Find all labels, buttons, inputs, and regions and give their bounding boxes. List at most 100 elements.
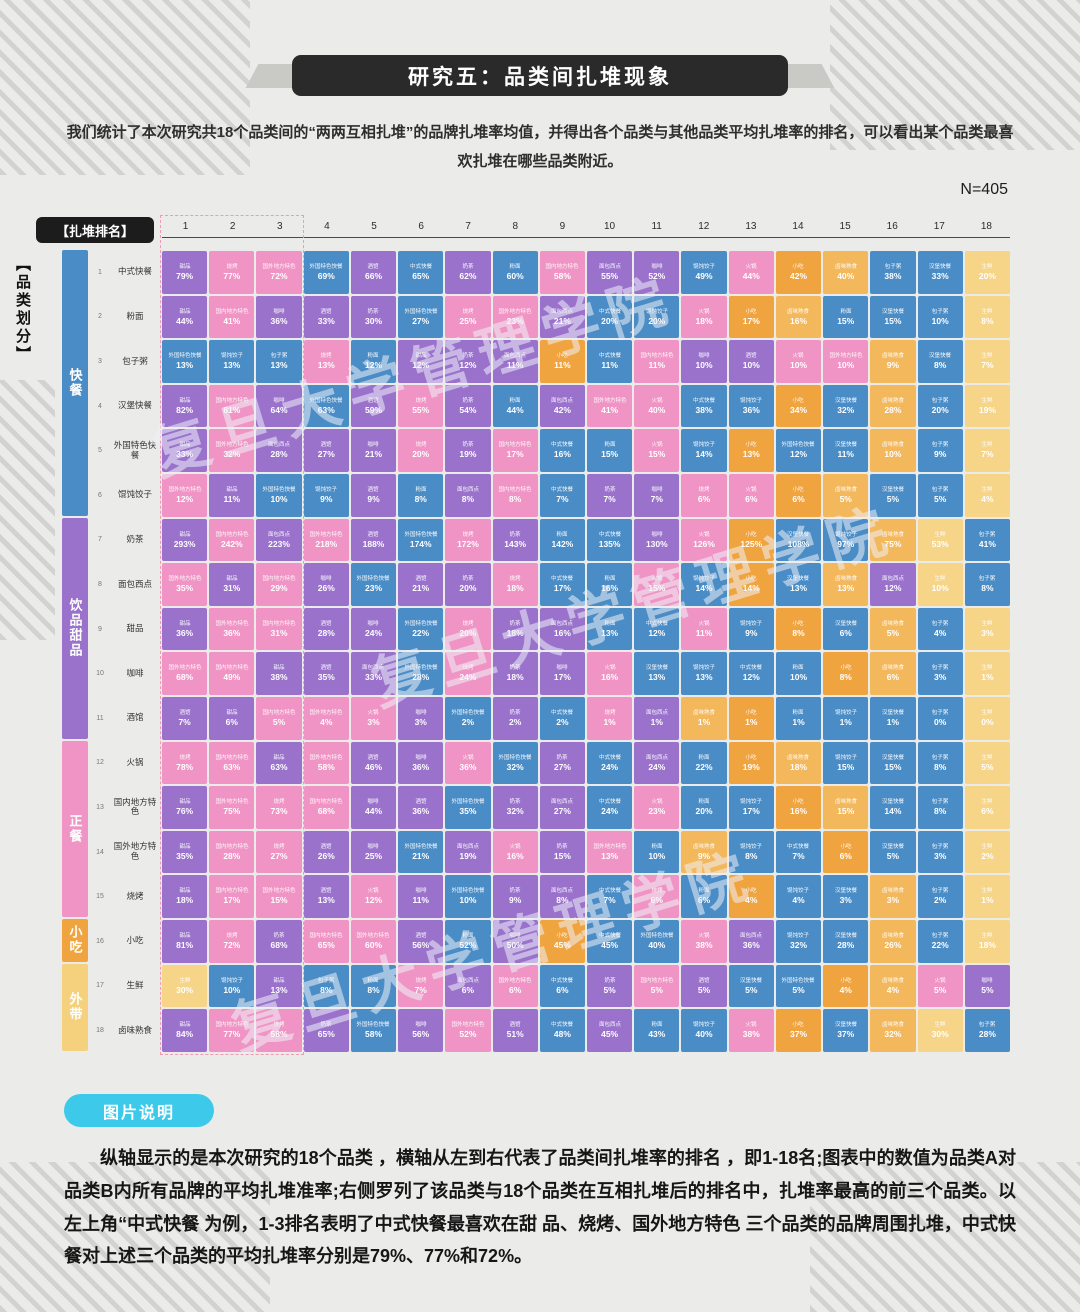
cell-category: 甜品 <box>179 844 191 850</box>
cell-value: 28% <box>978 1029 996 1040</box>
matrix-cell: 国内地方特色 29% <box>256 563 302 606</box>
matrix-row: 6 馄饨饺子 国外地方特色 12% 甜品 11% 外国特色快餐 10% 馄饨饺子 9% 酒馆 9% 粉面… <box>92 473 1010 518</box>
matrix-cell: 面包西点 45% <box>586 1009 633 1052</box>
cell-value: 42% <box>553 404 571 415</box>
matrix-cell: 馄饨饺子 13% <box>681 652 727 695</box>
matrix-cell-strip: 甜品 35% 国内地方特色 28% 烧烤 27% 酒馆 26% 咖啡 25% 外国特色快餐 21% 面包… <box>162 830 1010 875</box>
column-headers: 1 2 3 4 5 6 7 8 9 10 11 12 13 14 15 16 17 18 <box>162 221 1010 238</box>
matrix-cell: 外国特色快餐 10% <box>256 473 302 517</box>
matrix-cell: 中式快餐 6% <box>539 964 585 1008</box>
cell-value: 7% <box>603 494 616 505</box>
matrix-cell: 奶茶 12% <box>445 340 491 383</box>
cell-value: 46% <box>364 761 382 772</box>
cell-value: 18% <box>789 761 807 772</box>
matrix-row: 11 酒馆 酒馆 7% 甜品 6% 国内地方特色 5% 国外地方特色 4% 火锅 3% 咖啡 3% 外国特色… <box>92 696 1010 741</box>
row-number: 11 <box>96 714 104 722</box>
matrix-row: 15 烧烤 甜品 18% 国内地方特色 17% 国外地方特色 15% 酒馆 13% 火锅 12% 咖啡 1… <box>92 874 1010 919</box>
cell-category: 国内地方特色 <box>262 710 296 716</box>
cell-value: 21% <box>412 583 430 594</box>
cell-category: 火锅 <box>698 621 710 627</box>
row-number: 2 <box>98 313 102 321</box>
cell-value: 38% <box>695 939 713 950</box>
cell-value: 56% <box>412 1029 430 1040</box>
matrix-cell: 包子粥 22% <box>917 919 963 963</box>
matrix-cell: 生鲜 18% <box>964 919 1010 963</box>
cell-category: 小吃 <box>745 888 757 895</box>
cell-value: 29% <box>270 583 288 594</box>
cell-category: 国外地方特色 <box>215 442 249 449</box>
cell-category: 小吃 <box>745 531 757 538</box>
cell-value: 125% <box>740 538 763 549</box>
matrix-cell: 酒馆 36% <box>398 786 444 829</box>
cell-category: 馄饨饺子 <box>740 844 763 850</box>
cell-value: 8% <box>320 984 333 995</box>
cell-category: 生鲜 <box>981 621 993 627</box>
matrix-cell: 汉堡快餐 5% <box>870 473 916 517</box>
cell-category: 酒馆 <box>367 487 380 493</box>
column-header: 3 <box>276 221 283 232</box>
cell-value: 10% <box>270 494 288 505</box>
cell-category: 奶茶 <box>509 531 521 538</box>
cell-category: 包子粥 <box>884 264 902 270</box>
matrix-cell: 国内地方特色 58% <box>539 251 585 294</box>
matrix-cell: 酒馆 26% <box>303 830 349 874</box>
matrix-cell: 中式快餐 7% <box>775 830 822 874</box>
cell-category: 小吃 <box>556 933 568 939</box>
column-header: 4 <box>324 221 330 232</box>
cell-value: 15% <box>884 761 902 772</box>
cell-value: 11% <box>554 360 571 371</box>
row-label: 包子粥 <box>122 355 148 366</box>
cell-category: 馄饨饺子 <box>740 621 763 627</box>
cell-value: 32% <box>884 1029 902 1040</box>
cell-value: 13% <box>837 583 855 594</box>
cell-value: 172% <box>457 538 479 549</box>
row-label: 国内地方特色 <box>113 796 157 817</box>
cell-category: 国内地方特色 <box>215 398 249 404</box>
cell-value: 52% <box>459 1029 477 1040</box>
matrix-cell: 小吃 4% <box>823 964 869 1008</box>
cell-value: 17% <box>742 806 760 817</box>
matrix-cell: 中式快餐 12% <box>728 652 774 695</box>
matrix-cell: 烧烤 73% <box>256 786 302 829</box>
matrix-cell: 卤味熟食 40% <box>823 251 869 294</box>
matrix-cell: 生鲜 0% <box>964 696 1010 740</box>
cell-category: 甜品 <box>179 398 191 404</box>
matrix-cell: 面包西点 16% <box>539 607 585 651</box>
matrix-cell: 烧烤 7% <box>398 964 444 1008</box>
row-number: 18 <box>96 1026 104 1034</box>
cell-category: 粉面 <box>367 977 380 984</box>
cell-category: 中式快餐 <box>409 264 432 270</box>
matrix-cell: 粉面 16% <box>586 563 633 606</box>
cell-value: 10% <box>837 360 855 371</box>
cell-value: 36% <box>412 806 430 817</box>
matrix-cell: 火锅 16% <box>586 652 633 695</box>
cell-value: 19% <box>459 449 477 460</box>
row-label: 甜品 <box>126 623 144 634</box>
matrix-cell: 生鲜 30% <box>917 1009 963 1052</box>
matrix-cell: 外国特色快餐 21% <box>398 830 444 874</box>
cell-category: 国内地方特色 <box>215 1022 249 1028</box>
matrix-cell: 小吃 16% <box>775 786 822 829</box>
cell-category: 包子粥 <box>270 353 288 359</box>
cell-value: 24% <box>459 672 477 683</box>
matrix-cell-strip: 烧烤 78% 国内地方特色 63% 甜品 63% 国外地方特色 58% 酒馆 46% 咖啡 36% 火锅… <box>162 741 1010 786</box>
cell-value: 50% <box>506 939 524 950</box>
cell-value: 17% <box>553 672 571 683</box>
matrix-cell: 面包西点 8% <box>445 473 491 517</box>
matrix-row: 3 包子粥 外国特色快餐 13% 馄饨饺子 13% 包子粥 13% 烧烤 13% 粉面 12% 甜品 12… <box>92 339 1010 384</box>
matrix-cell: 甜品 76% <box>162 786 208 829</box>
matrix-cell: 卤味熟食 1% <box>681 696 727 740</box>
cell-value: 22% <box>931 939 949 950</box>
cell-category: 国外地方特色 <box>593 398 627 404</box>
cell-value: 4% <box>839 984 852 995</box>
cell-value: 8% <box>509 494 522 505</box>
cell-value: 7% <box>178 716 191 727</box>
cell-value: 5% <box>886 627 900 638</box>
cell-value: 9% <box>320 494 333 505</box>
cell-value: 55% <box>601 271 619 282</box>
cell-category: 奶茶 <box>556 754 568 761</box>
cell-category: 咖啡 <box>415 710 427 716</box>
matrix-cell: 奶茶 143% <box>492 518 538 562</box>
cell-category: 外国特色快餐 <box>404 844 438 850</box>
matrix-cell: 咖啡 26% <box>303 563 349 606</box>
